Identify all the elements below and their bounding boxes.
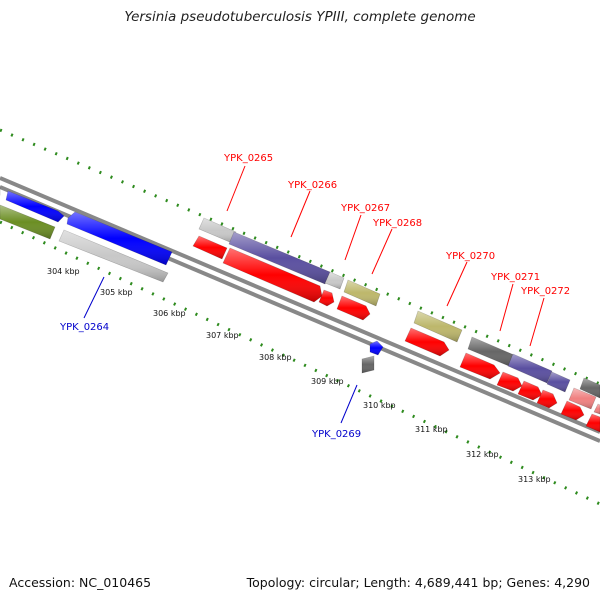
scale-label: 311 kbp (415, 425, 448, 434)
scale-labels: 304 kbp 305 kbp 306 kbp 307 kbp 308 kbp … (47, 267, 551, 484)
gene-label[interactable]: YPK_0268 (372, 218, 422, 229)
gene-arrow[interactable] (546, 371, 571, 393)
gene-labels-bottom: YPK_0264 YPK_0269 (59, 322, 361, 440)
scale-label: 313 kbp (518, 475, 551, 484)
gene-label[interactable]: YPK_0265 (223, 153, 273, 164)
gene-arrow[interactable] (585, 413, 600, 433)
scale-label: 309 kbp (311, 377, 344, 386)
gene-arrow[interactable] (369, 340, 384, 356)
gene-label[interactable]: YPK_0272 (520, 286, 570, 297)
scale-label: 310 kbp (363, 401, 396, 410)
label-leaders-bottom (83, 276, 358, 424)
gene-label[interactable]: YPK_0271 (490, 272, 540, 283)
scale-label: 306 kbp (153, 309, 186, 318)
outer-tick-track (0, 128, 600, 386)
scale-label: 308 kbp (259, 353, 292, 362)
genome-backbone (0, 176, 600, 443)
gene-label[interactable]: YPK_0266 (287, 180, 337, 191)
accession-text: Accession: NC_010465 (9, 575, 152, 590)
gene-arrow[interactable] (361, 355, 375, 374)
gene-label[interactable]: YPK_0269 (311, 429, 361, 440)
scale-label: 307 kbp (206, 331, 239, 340)
map-title: Yersinia pseudotuberculosis YPIII, compl… (124, 9, 476, 25)
gene-arrow[interactable] (192, 235, 228, 260)
gene-labels-top: YPK_0265 YPK_0266 YPK_0267 YPK_0268 YPK_… (223, 153, 570, 297)
gene-arrow[interactable] (593, 403, 600, 415)
gene-label[interactable]: YPK_0270 (445, 251, 495, 262)
label-leaders-top (226, 165, 545, 347)
gene-label[interactable]: YPK_0267 (340, 203, 390, 214)
scale-label: 305 kbp (100, 288, 133, 297)
scale-label: 304 kbp (47, 267, 80, 276)
genome-summary-text: Topology: circular; Length: 4,689,441 bp… (246, 575, 590, 590)
gene-label[interactable]: YPK_0264 (59, 322, 109, 333)
inner-tick-track (0, 220, 600, 506)
scale-label: 312 kbp (466, 450, 499, 459)
